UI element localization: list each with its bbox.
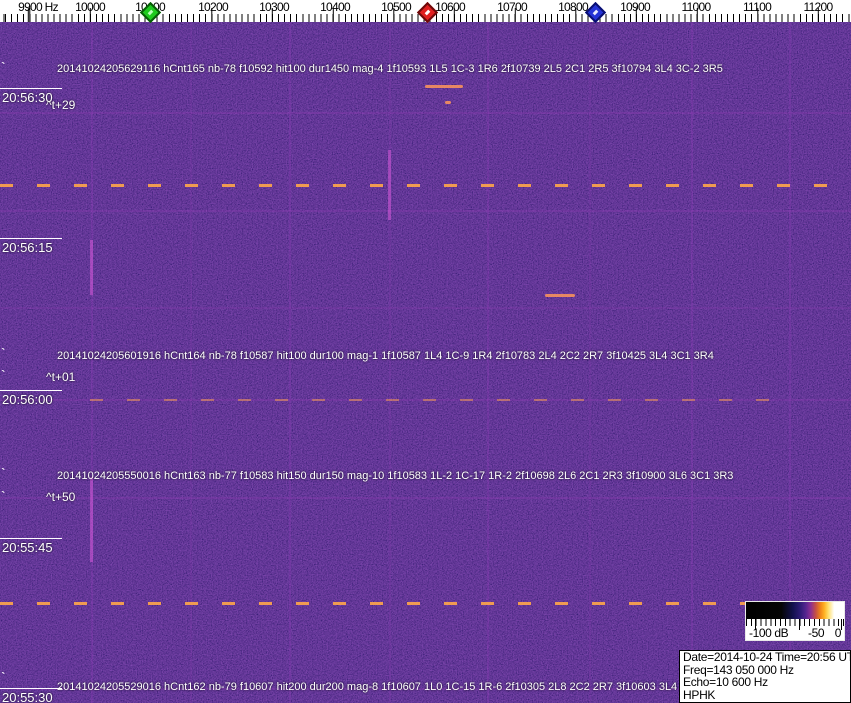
detection-annotation: 20141024205550016 hCnt163 nb-77 f10583 h…	[57, 470, 734, 482]
freq-label: 11100	[742, 0, 772, 14]
grid-hline	[0, 688, 851, 690]
event-tick: `	[1, 345, 6, 361]
grid-vline	[190, 22, 192, 703]
signal-blip	[425, 85, 463, 88]
grid-vline	[691, 22, 693, 703]
db-label: -50	[808, 626, 825, 640]
freq-label: 10900	[620, 0, 651, 14]
info-station-line: HPHK	[683, 687, 716, 702]
signal-streak	[0, 184, 851, 187]
db-color-scale: -100 dB -50 0	[745, 601, 845, 641]
grid-hline	[0, 210, 851, 212]
freq-label: 10600	[435, 0, 466, 14]
signal-column	[90, 240, 93, 295]
event-tick: `	[1, 367, 6, 383]
grid-hline	[0, 399, 851, 401]
background-tint	[0, 22, 851, 703]
event-tick: `	[1, 59, 6, 75]
grid-vline	[389, 22, 391, 703]
noise-texture	[0, 22, 851, 703]
freq-label: 10400	[320, 0, 351, 14]
info-echo-line: Echo=10 600 Hz	[683, 675, 768, 689]
freq-label: 11200	[803, 0, 834, 14]
signal-blip	[545, 294, 575, 297]
grid-hline	[0, 307, 851, 309]
freq-label: 10200	[198, 0, 229, 14]
detection-annotation: 20141024205601916 hCnt164 nb-78 f10587 h…	[57, 350, 714, 362]
time-offset-label: ^t+50	[46, 490, 76, 504]
frequency-ruler[interactable]: 9900 Hz 10000 10100 10200 10300 10400 10…	[0, 0, 851, 24]
freq-label: 10800	[558, 0, 589, 14]
freq-label: 10700	[497, 0, 528, 14]
event-tick: `	[1, 669, 6, 685]
db-scale-ticks	[746, 619, 844, 626]
color-gradient-bar	[746, 602, 844, 619]
freq-label: 10000	[75, 0, 106, 14]
freq-label: 10300	[259, 0, 290, 14]
event-tick: `	[1, 488, 6, 504]
grid-vline	[487, 22, 489, 703]
db-label: -100 dB	[749, 626, 789, 640]
info-date-line: Date=2014-10-24 Time=20:56 UTC	[683, 650, 851, 664]
time-offset-label: ^t+01	[46, 370, 76, 384]
spectrogram-display[interactable]: ` ` ` ` ` ` 20141024205629116 hCnt165 nb…	[0, 22, 851, 703]
signal-streak	[0, 602, 851, 605]
info-freq-line: Freq=143 050 000 Hz	[683, 662, 794, 677]
freq-label: 9900 Hz	[18, 0, 58, 14]
signal-streak	[90, 399, 790, 401]
signal-blip	[445, 101, 451, 104]
detection-annotation: 20141024205629116 hCnt165 nb-78 f10592 h…	[57, 63, 723, 75]
freq-label: 10500	[381, 0, 412, 14]
db-label: 0	[834, 626, 842, 640]
grid-vline	[589, 22, 591, 703]
grid-hline	[0, 497, 851, 499]
time-offset-label: ^t+29	[46, 98, 76, 112]
freq-label: 11000	[681, 0, 712, 14]
event-tick: `	[1, 465, 6, 481]
grid-vline	[289, 22, 291, 703]
grid-vline	[789, 22, 791, 703]
grid-vline	[91, 22, 93, 703]
detection-annotation: 20141024205529016 hCnt162 nb-79 f10607 h…	[57, 681, 695, 693]
status-info-box: Date=2014-10-24 Time=20:56 UTC Freq=143 …	[679, 650, 851, 703]
grid-hline	[0, 112, 851, 114]
signal-column	[90, 477, 93, 562]
